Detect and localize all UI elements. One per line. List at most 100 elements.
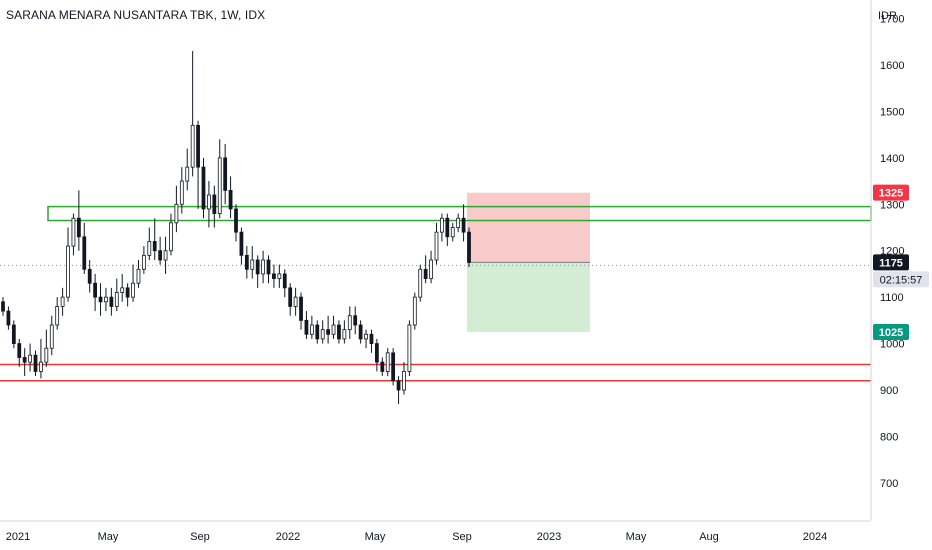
x-tick-label: May	[98, 531, 119, 543]
candle	[228, 176, 233, 219]
y-tick-label: 1400	[880, 153, 904, 165]
candle-body	[293, 296, 298, 307]
y-tick-label: 1100	[880, 292, 904, 304]
candle	[315, 320, 320, 344]
candle	[22, 348, 27, 377]
candle-body	[331, 324, 336, 335]
candle	[28, 343, 32, 372]
candle	[114, 278, 119, 312]
candle-body	[244, 254, 249, 270]
candle-body	[212, 194, 217, 214]
candle-body	[309, 324, 314, 335]
candle-body	[201, 166, 206, 210]
x-tick-label: 2024	[803, 531, 827, 543]
candle	[244, 246, 249, 279]
x-tick-label: 2023	[537, 531, 561, 543]
candle-body	[66, 245, 70, 298]
candle	[212, 185, 217, 228]
candle	[109, 287, 114, 316]
target-price-label: 1025	[879, 327, 903, 339]
candle	[120, 273, 125, 302]
candle-body	[174, 203, 179, 224]
candle	[201, 157, 206, 219]
candle-body	[369, 333, 374, 344]
candle-body	[22, 357, 27, 363]
candle	[261, 250, 265, 284]
candle	[461, 204, 466, 242]
zones-layer	[0, 192, 872, 382]
candle	[71, 213, 76, 256]
candle-body	[255, 259, 260, 275]
candle	[39, 338, 43, 379]
candle-body	[6, 310, 11, 326]
y-tick-label: 900	[880, 385, 898, 397]
x-tick-label: May	[365, 531, 386, 543]
candle	[33, 350, 38, 377]
candle	[239, 227, 244, 265]
candle	[152, 218, 157, 260]
candle-body	[467, 231, 471, 263]
candle	[402, 362, 406, 395]
candle-body	[407, 324, 412, 372]
candle-body	[104, 296, 108, 303]
candle-body	[163, 250, 168, 261]
candle	[141, 246, 146, 274]
candle	[1, 297, 5, 316]
candle-body	[185, 166, 190, 182]
candle	[185, 148, 190, 191]
x-tick-label: 2022	[276, 531, 300, 543]
candle-body	[82, 236, 87, 270]
candle-body	[93, 282, 98, 298]
candle-body	[261, 259, 265, 275]
countdown-bg	[873, 271, 929, 288]
candle-body	[250, 259, 255, 270]
candle-body	[207, 194, 211, 210]
target-price-label-bg	[873, 323, 909, 340]
candle	[179, 167, 184, 214]
candle	[272, 264, 276, 288]
candle	[331, 315, 336, 339]
candle-body	[228, 189, 233, 210]
candle-body	[17, 343, 22, 358]
candle	[60, 287, 65, 316]
candle	[277, 264, 282, 288]
candle-body	[272, 273, 276, 279]
candle-body	[49, 324, 54, 349]
candle-body	[76, 217, 81, 238]
y-tick-label: 1700	[880, 14, 904, 26]
candle	[163, 236, 168, 274]
x-tick-label: Sep	[452, 531, 472, 543]
candle-body	[169, 222, 173, 252]
candle	[293, 287, 298, 316]
candle	[347, 306, 352, 339]
time-axis[interactable]: 2021 May Sep 2022 May Sep 2023 May Aug 2024	[0, 520, 871, 543]
candle	[6, 306, 11, 330]
candle-body	[223, 157, 228, 191]
last-price-label-bg	[873, 254, 909, 271]
candle	[223, 143, 228, 205]
x-tick-label: May	[626, 531, 647, 543]
candle-body	[71, 217, 76, 247]
candle-body	[445, 217, 450, 238]
candle-body	[412, 296, 417, 326]
candle	[55, 297, 60, 330]
candle-body	[299, 296, 303, 321]
price-axis[interactable]: IDR 700800900100011001200130014001500160…	[870, 0, 904, 520]
candle	[288, 283, 293, 316]
candle	[250, 246, 255, 279]
candle-body	[347, 315, 352, 331]
candle	[412, 292, 417, 330]
y-tick-label: 1300	[880, 199, 904, 211]
candle-body	[217, 157, 222, 214]
candle	[87, 260, 92, 293]
candle-body	[60, 296, 65, 307]
y-tick-label: 1000	[880, 339, 904, 351]
candle	[158, 236, 163, 265]
x-tick-label: Aug	[699, 531, 719, 543]
candle	[147, 227, 152, 260]
candle	[380, 357, 385, 377]
currency-label: IDR	[878, 10, 897, 22]
candle-body	[380, 361, 385, 372]
candle-body	[282, 273, 287, 289]
